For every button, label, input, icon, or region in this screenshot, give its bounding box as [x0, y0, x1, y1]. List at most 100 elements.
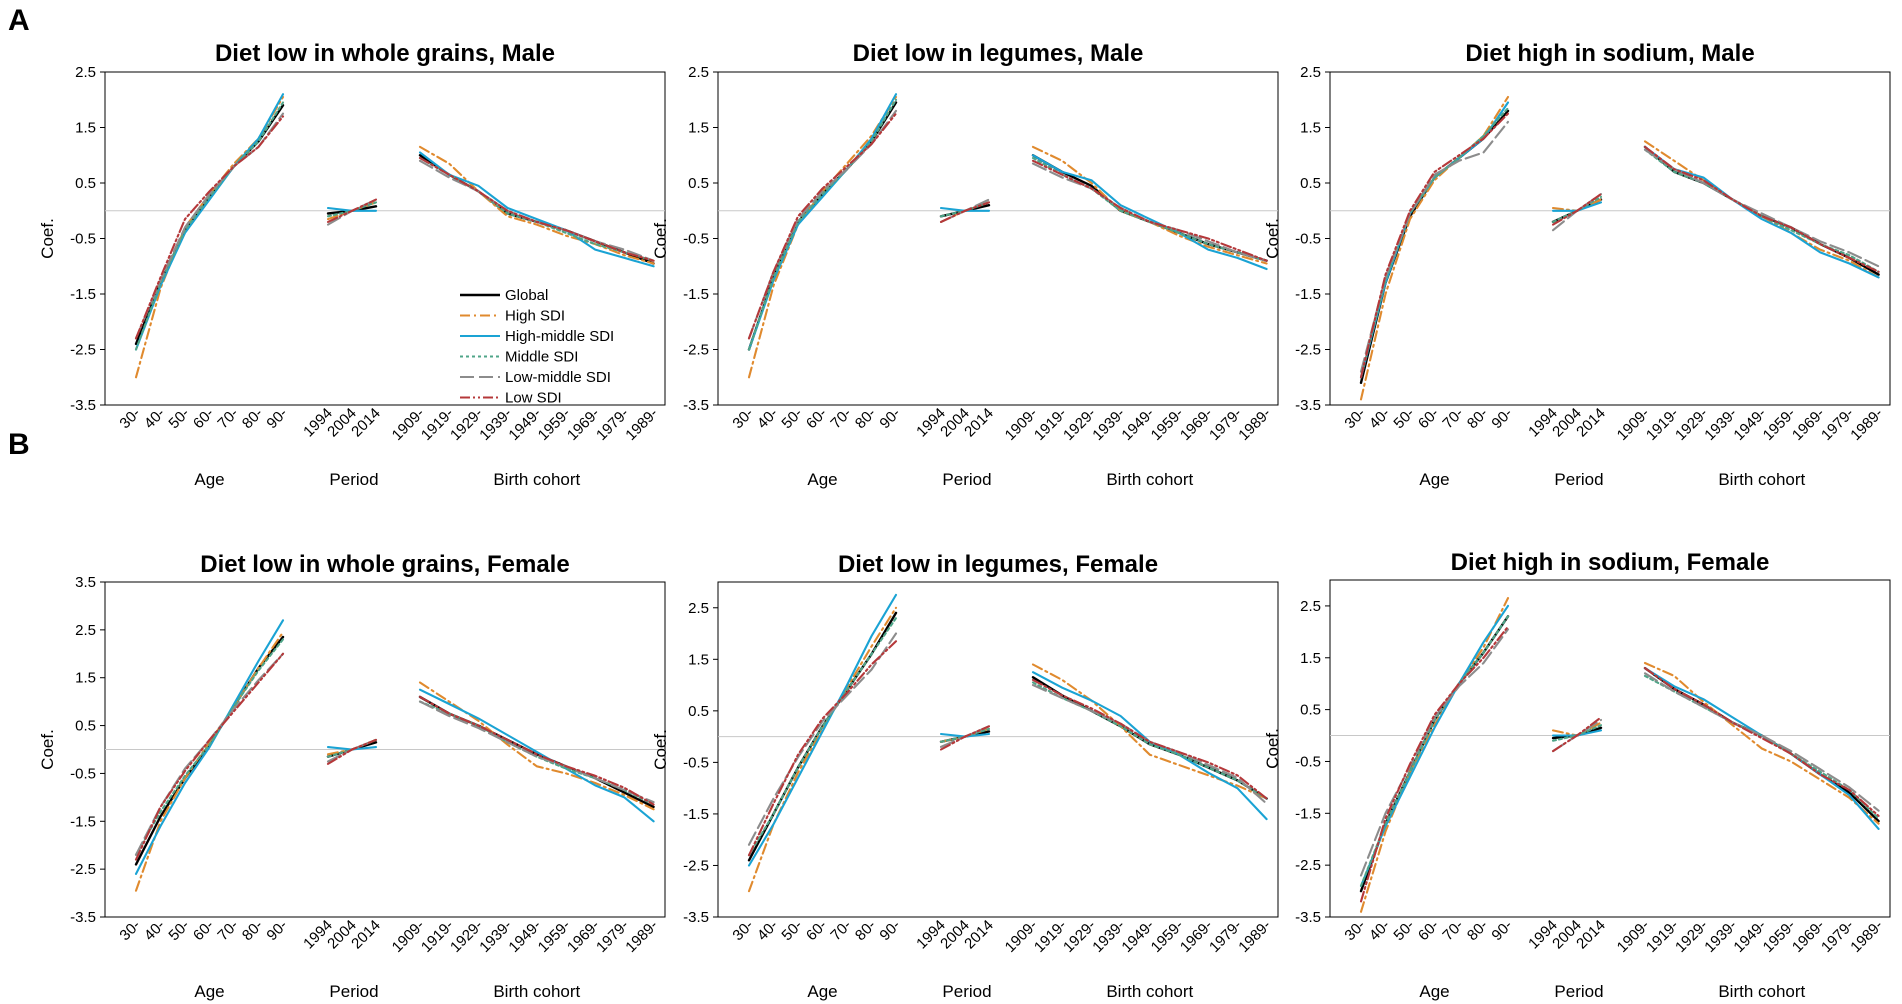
chart-4: Diet low in whole grains, Female Coef. -3.… — [38, 551, 666, 1001]
y-tick-label: -3.5 — [683, 397, 709, 414]
y-tick-label: 1.5 — [75, 120, 96, 137]
x-tick-period: 2014 — [1573, 917, 1609, 953]
series-line-low-middle-sdi-age — [747, 632, 898, 846]
x-tick-cohort: 1949- — [505, 917, 544, 956]
x-tick-age: 70- — [214, 917, 241, 944]
x-tick-cohort: 1959- — [1148, 917, 1187, 956]
x-tick-age: 30- — [1341, 917, 1368, 944]
section-label-cohort: Birth cohort — [1106, 982, 1193, 1001]
section-label-cohort: Birth cohort — [1106, 470, 1193, 489]
series-low-middle-sdi — [1359, 120, 1880, 373]
x-tick-period: 2014 — [348, 405, 384, 441]
series-line-low-sdi-age — [1359, 625, 1510, 903]
section-label-age: Age — [807, 470, 837, 489]
series-line-high-middle-sdi-cohort — [418, 688, 655, 823]
x-tick-period: 2014 — [348, 917, 384, 953]
x-tick-cohort: 1979- — [593, 405, 632, 444]
x-tick-cohort: 1979- — [1818, 917, 1857, 956]
x-tick-age: 80- — [1464, 405, 1491, 432]
section-label-age: Age — [807, 982, 837, 1001]
x-tick-age: 80- — [852, 405, 879, 432]
section-label-cohort: Birth cohort — [493, 982, 580, 1001]
series-line-global-age — [1359, 109, 1510, 384]
x-tick-cohort: 1939- — [1701, 405, 1740, 444]
series-line-low-middle-sdi-cohort — [1643, 148, 1880, 268]
series-line-high-sdi-cohort — [1031, 145, 1268, 265]
series-line-low-sdi-age — [134, 115, 285, 340]
x-tick-age: 60- — [1415, 917, 1442, 944]
series-line-low-middle-sdi-age — [747, 109, 898, 340]
series-line-high-middle-sdi-age — [747, 93, 898, 351]
series-line-low-sdi-period — [1551, 716, 1603, 753]
series-line-global-cohort — [1031, 154, 1268, 262]
x-tick-cohort: 1969- — [1177, 917, 1216, 956]
x-tick-cohort: 1939- — [476, 405, 515, 444]
series-high-middle-sdi — [134, 93, 655, 351]
y-tick-label: -3.5 — [683, 909, 709, 926]
chart-title: Diet high in sodium, Female — [1451, 549, 1770, 576]
series-middle-sdi — [1359, 107, 1880, 379]
series-low-middle-sdi — [747, 632, 1268, 846]
section-label-period: Period — [942, 982, 991, 1001]
section-label-cohort: Birth cohort — [493, 470, 580, 489]
x-tick-cohort: 1929- — [1060, 405, 1099, 444]
x-tick-age: 60- — [1415, 405, 1442, 432]
series-line-low-sdi-cohort — [1643, 667, 1880, 817]
x-tick-cohort: 1979- — [593, 917, 632, 956]
x-tick-age: 30- — [1341, 405, 1368, 432]
x-tick-age: 60- — [190, 405, 217, 432]
chart-title: Diet low in whole grains, Male — [215, 40, 555, 67]
x-tick-age: 90- — [876, 405, 903, 432]
y-tick-label: -0.5 — [683, 231, 709, 248]
series-line-high-sdi-age — [1359, 95, 1510, 401]
y-tick-label: 0.5 — [1300, 175, 1321, 192]
x-tick-age: 30- — [116, 917, 143, 944]
legend-label-high-sdi: High SDI — [505, 308, 565, 325]
section-label-period: Period — [329, 982, 378, 1001]
chart-6: Diet high in sodium, Female Coef. -3.5 -2.5… — [1263, 549, 1891, 1001]
series-line-low-middle-sdi-cohort — [1643, 672, 1880, 812]
series-line-high-middle-sdi-age — [747, 593, 898, 867]
y-tick-label: 1.5 — [688, 651, 709, 668]
x-tick-age: 90- — [1488, 405, 1515, 432]
y-tick-label: -2.5 — [1295, 857, 1321, 874]
series-line-middle-sdi-age — [747, 617, 898, 857]
series-line-high-middle-sdi-age — [1359, 604, 1510, 887]
series-high-sdi — [134, 631, 655, 892]
series-line-global-age — [134, 104, 285, 346]
y-tick-label: -3.5 — [1295, 397, 1321, 414]
x-tick-period: 2014 — [961, 917, 997, 953]
x-tick-cohort: 1909- — [389, 405, 428, 444]
x-tick-age: 40- — [1366, 405, 1393, 432]
x-tick-age: 90- — [263, 405, 290, 432]
series-global — [134, 104, 655, 346]
series-high-sdi — [747, 606, 1268, 893]
x-tick-cohort: 1919- — [1643, 405, 1682, 444]
series-line-low-middle-sdi-age — [1359, 628, 1510, 877]
x-tick-age: 70- — [1439, 405, 1466, 432]
x-tick-cohort: 1989- — [1235, 917, 1274, 956]
x-tick-cohort: 1979- — [1818, 405, 1857, 444]
x-tick-age: 30- — [116, 405, 143, 432]
x-tick-cohort: 1909- — [1614, 917, 1653, 956]
x-tick-age: 60- — [803, 917, 830, 944]
series-line-high-middle-sdi-cohort — [1031, 671, 1268, 821]
y-tick-label: 0.5 — [75, 175, 96, 192]
x-tick-cohort: 1959- — [1760, 917, 1799, 956]
y-tick-label: -0.5 — [1295, 753, 1321, 770]
x-tick-age: 90- — [876, 917, 903, 944]
series-line-low-middle-sdi-cohort — [1031, 162, 1268, 262]
x-tick-cohort: 1919- — [1643, 917, 1682, 956]
x-tick-cohort: 1929- — [1672, 917, 1711, 956]
x-tick-age: 70- — [214, 405, 241, 432]
x-tick-age: 60- — [190, 917, 217, 944]
series-line-high-sdi-cohort — [1643, 661, 1880, 825]
y-tick-label: -2.5 — [70, 342, 96, 359]
series-high-middle-sdi — [1359, 604, 1880, 887]
y-tick-label: 2.5 — [75, 64, 96, 81]
y-tick-label: 1.5 — [1300, 120, 1321, 137]
chart-5: Diet low in legumes, Female Coef. -3.5 -2.5… — [651, 551, 1279, 1001]
x-tick-cohort: 1919- — [418, 917, 457, 956]
x-tick-age: 40- — [141, 917, 168, 944]
x-tick-age: 80- — [1464, 917, 1491, 944]
